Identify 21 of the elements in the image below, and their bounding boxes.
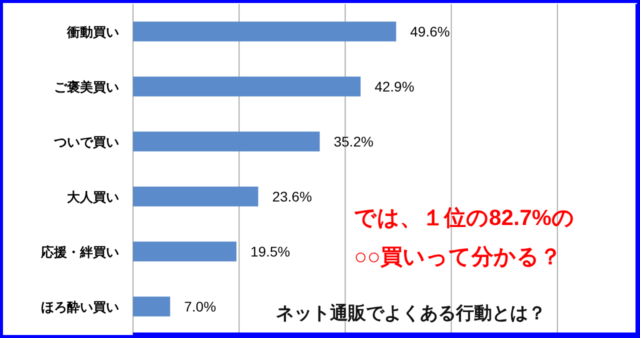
bar	[133, 132, 320, 152]
data-label: 42.9%	[374, 78, 414, 94]
data-label: 49.6%	[410, 24, 450, 40]
bar	[133, 242, 236, 262]
bar	[133, 186, 258, 206]
data-label: 23.6%	[272, 188, 312, 204]
bar	[133, 296, 170, 316]
data-label: 19.5%	[250, 244, 290, 260]
data-label: 7.0%	[184, 298, 216, 314]
annotation: では、１位の82.7%の	[354, 205, 574, 230]
y-tick-label: 大人買い	[67, 190, 119, 204]
bar	[133, 76, 361, 96]
y-tick-label: 衝動買い	[66, 24, 119, 40]
y-tick-label: ご褒美買い	[54, 80, 119, 94]
annotation: ネット通販でよくある行動とは？	[276, 303, 546, 323]
bar	[133, 22, 396, 42]
data-label: 35.2%	[334, 134, 374, 150]
y-tick-label: ほろ酔い買い	[41, 300, 119, 314]
annotation: ○○買いって分かる？	[354, 244, 562, 269]
y-tick-label: ついで買い	[53, 134, 119, 150]
y-tick-label: 応援・絆買い	[40, 244, 119, 260]
